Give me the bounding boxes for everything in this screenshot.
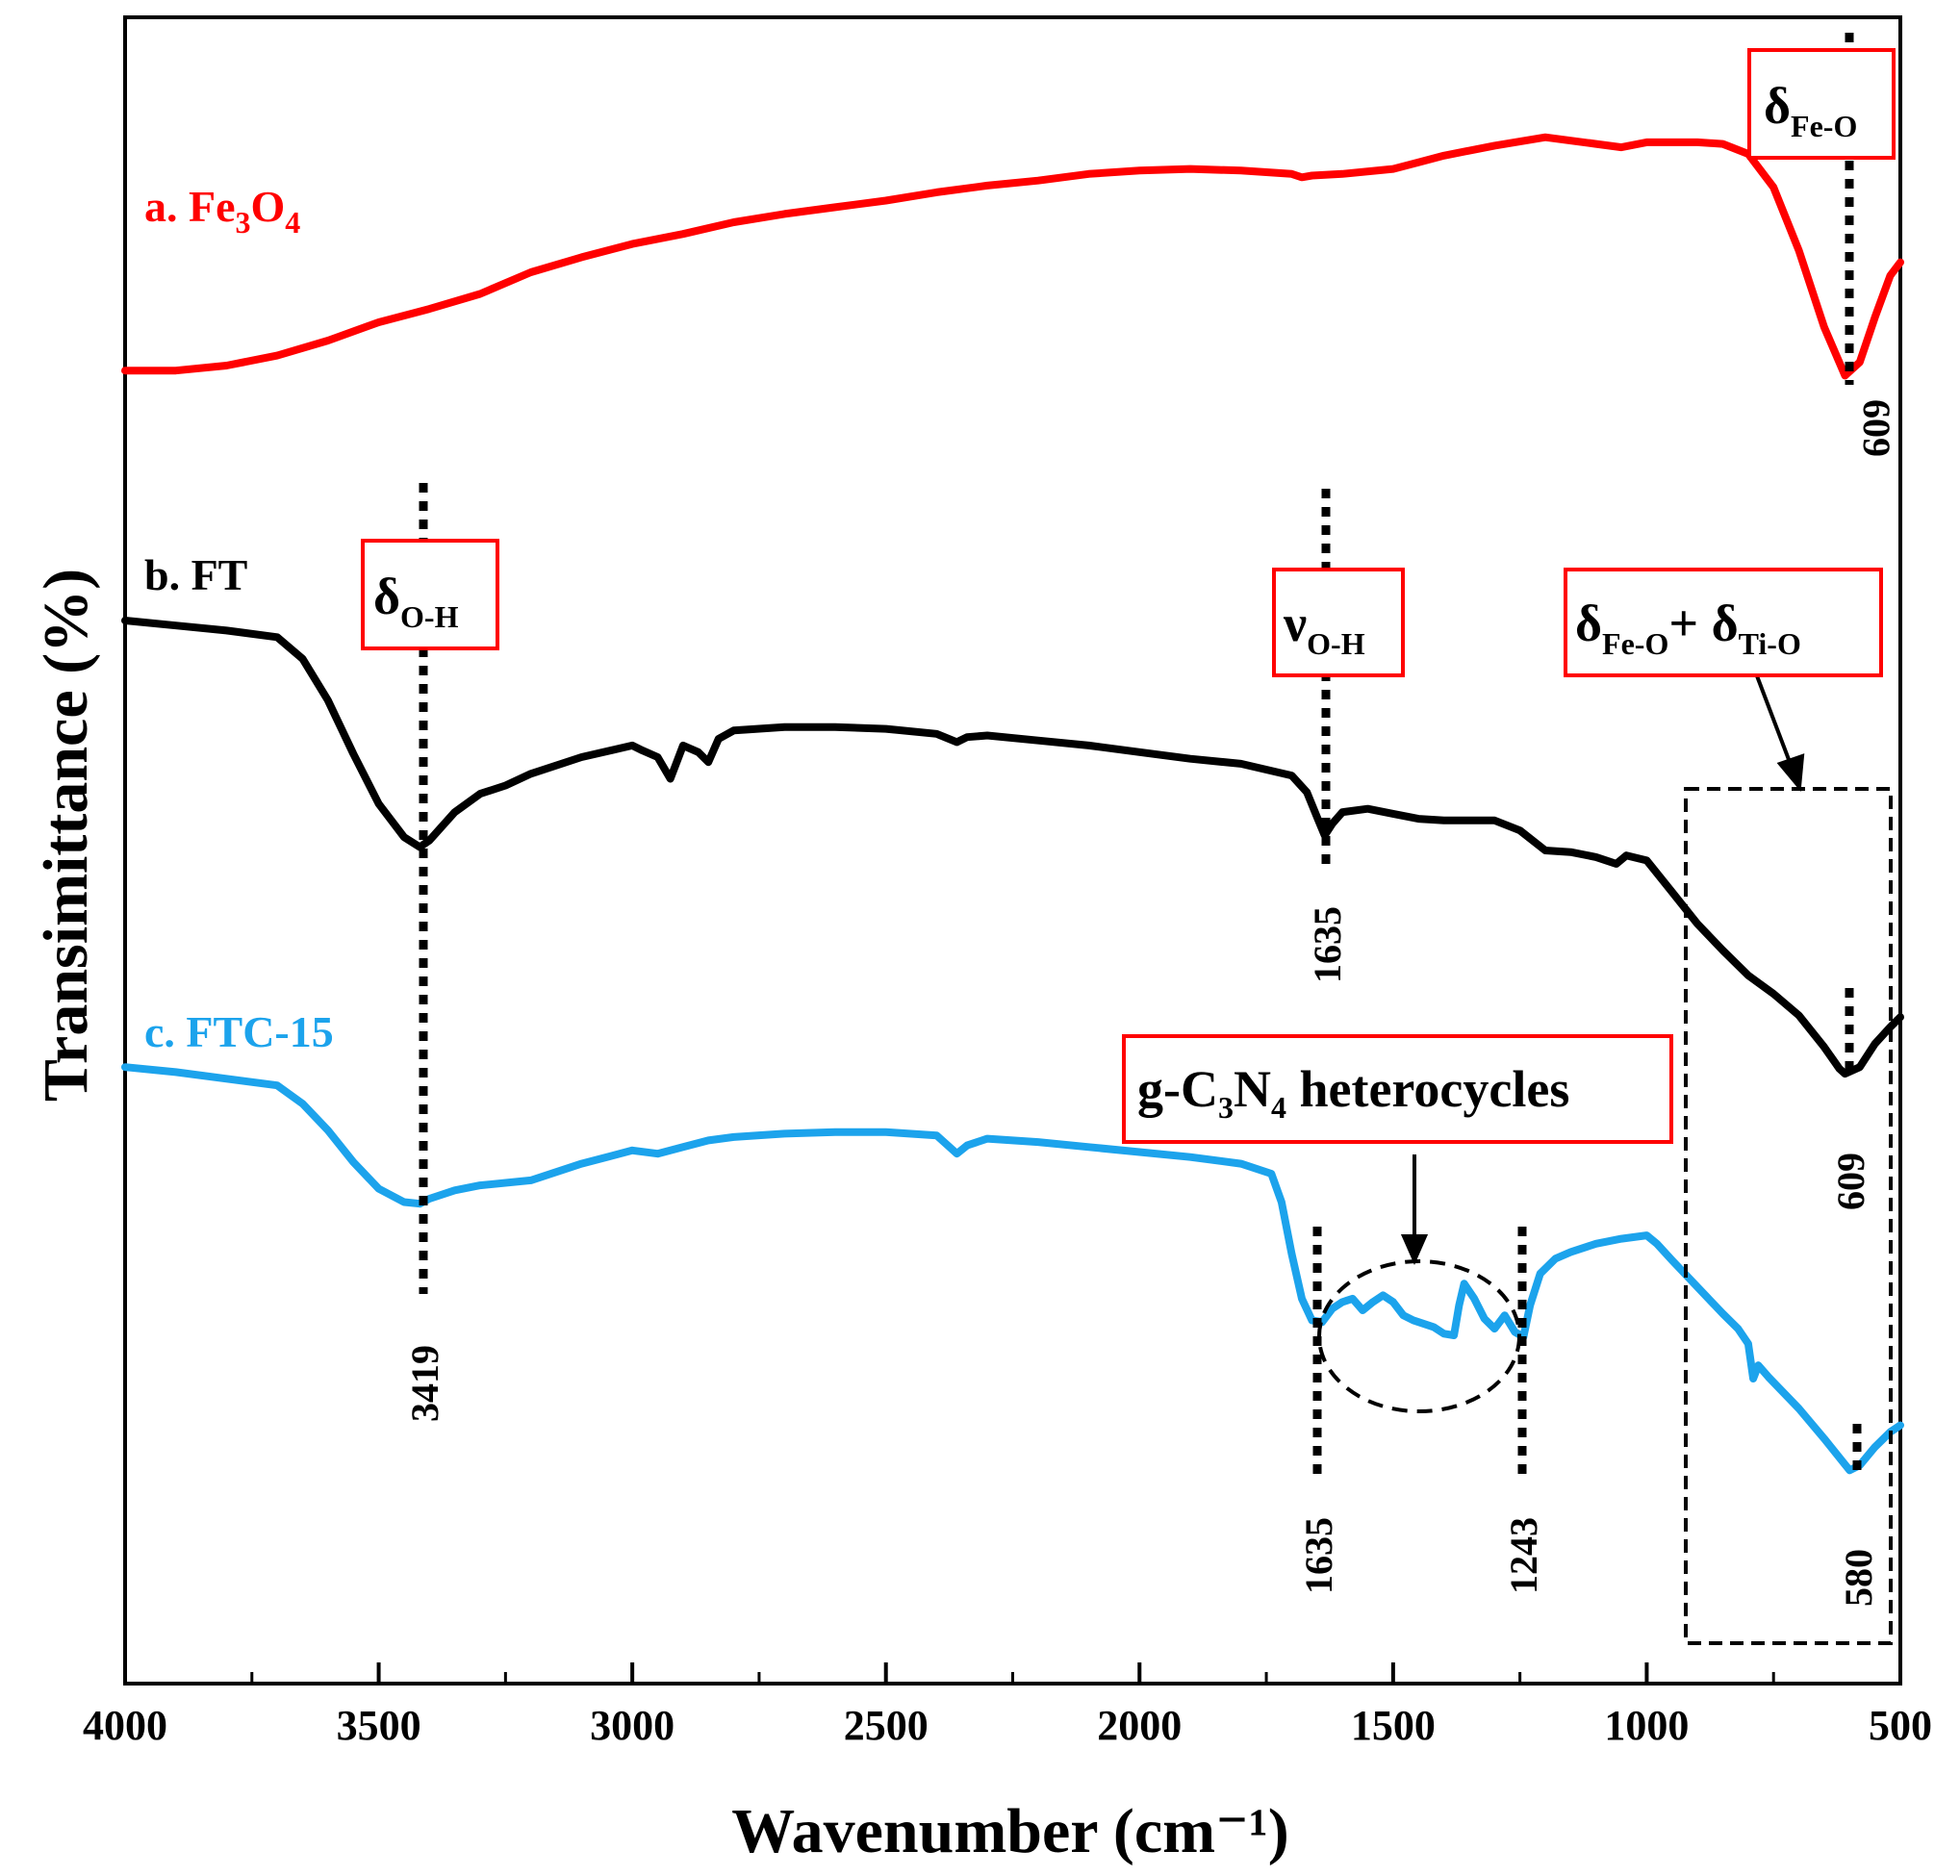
- fe-ti-region-box: [1684, 787, 1893, 1645]
- series-line-fe3o4: [121, 133, 1904, 380]
- svg-text:δFe-O: δFe-O: [1764, 77, 1857, 143]
- x-tick-label-4000: 4000: [83, 1702, 167, 1749]
- svg-text:δO-H: δO-H: [373, 568, 459, 634]
- x-tick-label-3000: 3000: [590, 1702, 675, 1749]
- annotation-oh-bend-symbol: δ: [373, 568, 400, 625]
- plot-frame: [123, 15, 1902, 1686]
- svg-text:δFe-O+ δTi-O: δFe-O+ δTi-O: [1575, 595, 1801, 661]
- series-line-ft: [121, 617, 1904, 1078]
- peak-label-609-ft: 609: [1829, 1153, 1872, 1210]
- annotation-oh-stretch-symbol: ν: [1283, 595, 1307, 652]
- svg-text:g-C3N4 heterocycles: g-C3N4 heterocycles: [1137, 1060, 1569, 1125]
- annotation-fe-ti-sub2: Ti-O: [1739, 626, 1801, 661]
- annotation-heterocycles: g-C3N4 heterocycles: [1122, 1034, 1673, 1144]
- annotation-heterocycles-post: heterocycles: [1286, 1060, 1569, 1118]
- series-label-fe3o4: a. Fe3O4: [144, 182, 300, 240]
- peak-label-580: 580: [1837, 1549, 1880, 1607]
- annotation-oh-bend: δO-H: [361, 539, 499, 650]
- annotation-fe-o: δFe-O: [1747, 48, 1896, 160]
- fe3o4-label-sub2: 4: [285, 205, 300, 240]
- annotation-oh-stretch: νO-H: [1272, 568, 1405, 677]
- annotation-oh-stretch-sub: O-H: [1307, 626, 1365, 661]
- peak-label-1243: 1243: [1502, 1517, 1545, 1594]
- annotation-heterocycles-pre: g-C: [1137, 1060, 1218, 1118]
- x-axis-title: Wavenumber (cm⁻¹): [731, 1796, 1289, 1866]
- annotation-fe-ti: δFe-O+ δTi-O: [1564, 568, 1883, 677]
- peak-label-609-fe3o4: 609: [1855, 399, 1898, 457]
- annotation-fe-o-box: [1747, 48, 1896, 160]
- fe3o4-label-mid: O: [251, 182, 286, 231]
- annotation-heterocycles-box: [1122, 1034, 1673, 1144]
- series-label-ft: b. FT: [144, 550, 247, 599]
- annotation-oh-bend-sub: O-H: [400, 599, 459, 634]
- annotation-fe-ti-box: [1564, 568, 1883, 677]
- arrow-heterocycle-head: [1400, 1234, 1429, 1265]
- annotation-fe-ti-plus: +: [1668, 595, 1711, 652]
- annotation-oh-bend-box: [361, 539, 499, 650]
- series-label-ftc15: c. FTC-15: [144, 1007, 334, 1056]
- annotation-heterocycles-sub2: 4: [1271, 1090, 1286, 1125]
- svg-text:νO-H: νO-H: [1283, 595, 1365, 661]
- annotation-fe-o-symbol: δ: [1764, 77, 1791, 135]
- x-tick-label-1500: 1500: [1351, 1702, 1436, 1749]
- series-layer: [121, 133, 1904, 1475]
- annotation-fe-o-sub: Fe-O: [1791, 109, 1857, 143]
- x-axis-ticks: 4000 3500 3000 2500 2000 1500 1000 500: [83, 1662, 1932, 1749]
- peak-label-3419: 3419: [403, 1345, 446, 1422]
- x-tick-label-500: 500: [1869, 1702, 1932, 1749]
- fe3o4-label-sub1: 3: [236, 205, 251, 240]
- arrow-fe-ti-head: [1776, 753, 1805, 792]
- annotation-heterocycles-sub1: 3: [1218, 1090, 1234, 1125]
- annotation-fe-ti-sub1: Fe-O: [1602, 626, 1668, 661]
- annotation-heterocycles-mid: N: [1234, 1060, 1271, 1118]
- x-tick-label-3500: 3500: [337, 1702, 421, 1749]
- arrow-fe-ti: [1754, 672, 1795, 771]
- peak-label-1635-ft: 1635: [1306, 906, 1349, 983]
- annotation-arrows: [1400, 672, 1805, 1265]
- x-tick-label-2000: 2000: [1097, 1702, 1182, 1749]
- annotation-oh-stretch-box: [1272, 568, 1405, 677]
- x-tick-label-2500: 2500: [844, 1702, 929, 1749]
- y-axis-title: Transimittance (%): [31, 569, 101, 1102]
- fe3o4-label-prefix: a. Fe: [144, 182, 236, 231]
- x-tick-label-1000: 1000: [1604, 1702, 1689, 1749]
- peak-label-1635-ftc: 1635: [1297, 1517, 1340, 1594]
- annotation-fe-ti-symbol2: δ: [1712, 595, 1739, 652]
- annotation-fe-ti-symbol1: δ: [1575, 595, 1602, 652]
- heterocycle-region-ellipse: [1317, 1259, 1521, 1413]
